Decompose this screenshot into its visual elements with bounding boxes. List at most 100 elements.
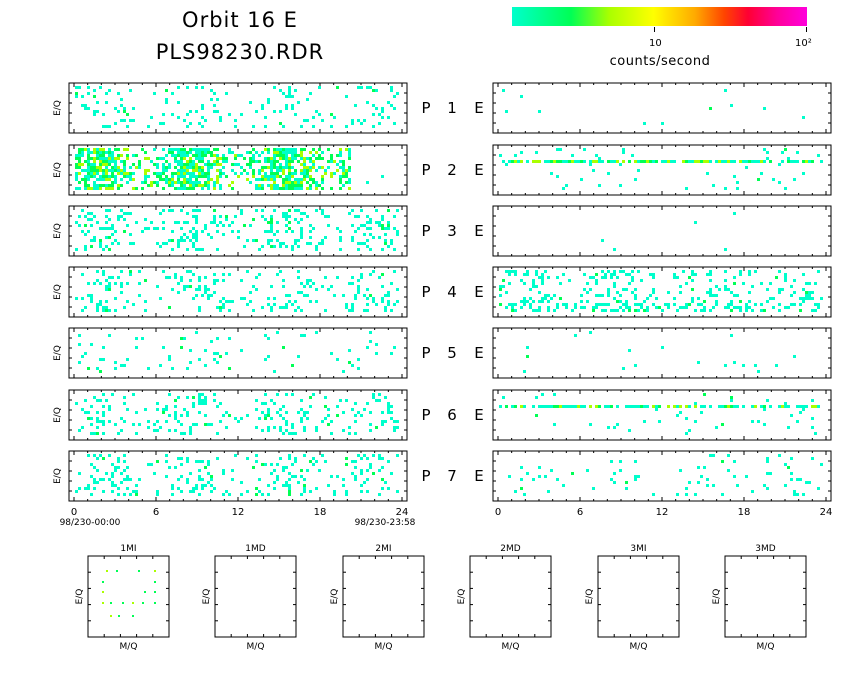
data-cell [763, 405, 766, 408]
data-cell [90, 172, 93, 175]
data-cell [252, 218, 255, 221]
data-cell [703, 309, 706, 312]
data-cell [535, 396, 538, 399]
data-cell [171, 288, 174, 291]
data-cell [769, 405, 772, 408]
data-cell [703, 405, 706, 408]
data-cell [99, 157, 102, 160]
data-cell [580, 300, 583, 303]
data-cell [342, 478, 345, 481]
data-cell [108, 163, 111, 166]
data-cell [102, 457, 105, 460]
data-cell [99, 175, 102, 178]
data-cell [198, 469, 201, 472]
data-cell [321, 166, 324, 169]
data-cell [291, 151, 294, 154]
data-cell [201, 230, 204, 233]
data-cell [204, 148, 207, 151]
data-cell [508, 270, 511, 273]
data-cell [216, 178, 219, 181]
data-cell [276, 411, 279, 414]
data-cell [222, 154, 225, 157]
data-cell [75, 175, 78, 178]
data-cell [189, 110, 192, 113]
data-cell [306, 169, 309, 172]
data-cell [294, 181, 297, 184]
data-cell [378, 224, 381, 227]
data-cell [207, 184, 210, 187]
data-cell [559, 405, 562, 408]
data-cell [345, 493, 348, 496]
data-cell [354, 294, 357, 297]
data-cell [384, 309, 387, 312]
data-cell [186, 178, 189, 181]
data-cell [336, 414, 339, 417]
data-cell [538, 291, 541, 294]
data-cell [676, 276, 679, 279]
data-cell [363, 233, 366, 236]
data-cell [180, 175, 183, 178]
data-cell [219, 119, 222, 122]
data-cell [117, 457, 120, 460]
data-cell [294, 432, 297, 435]
data-cell [213, 110, 216, 113]
left-ylabel-5: E/Q [53, 345, 63, 361]
data-cell [291, 148, 294, 151]
data-cell [126, 154, 129, 157]
data-cell [685, 187, 688, 190]
data-cell [126, 148, 129, 151]
data-cell [201, 172, 204, 175]
data-cell [562, 187, 565, 190]
data-cell [724, 187, 727, 190]
data-cell [117, 242, 120, 245]
data-cell [132, 303, 135, 306]
data-cell [204, 151, 207, 154]
right-panel-pixels-3 [601, 212, 736, 251]
data-cell [255, 151, 258, 154]
data-cell [526, 472, 529, 475]
data-cell [270, 184, 273, 187]
data-cell [99, 282, 102, 285]
data-cell [96, 148, 99, 151]
data-cell [285, 423, 288, 426]
data-cell [93, 466, 96, 469]
data-cell [357, 242, 360, 245]
data-cell [144, 408, 147, 411]
data-cell [559, 282, 562, 285]
data-cell [93, 169, 96, 172]
data-cell [246, 270, 249, 273]
data-cell [598, 294, 601, 297]
data-cell [144, 279, 147, 282]
data-cell [186, 166, 189, 169]
data-cell [216, 224, 219, 227]
data-cell [126, 113, 129, 116]
data-cell [198, 248, 201, 251]
data-cell [105, 157, 108, 160]
data-cell [676, 414, 679, 417]
data-cell [207, 472, 210, 475]
panel-letter-6: P [421, 406, 430, 424]
data-cell [162, 122, 165, 125]
data-cell [766, 399, 769, 402]
data-cell [541, 393, 544, 396]
data-cell [255, 209, 258, 212]
data-cell [613, 282, 616, 285]
data-cell [165, 166, 168, 169]
data-cell [120, 429, 123, 432]
data-cell [300, 187, 303, 190]
data-cell [108, 309, 111, 312]
data-cell [393, 227, 396, 230]
data-cell [204, 414, 207, 417]
left-ylabel-2: E/Q [53, 162, 63, 178]
data-cell [814, 309, 817, 312]
data-cell [601, 303, 604, 306]
data-cell [523, 297, 526, 300]
data-cell [793, 355, 796, 358]
data-cell [354, 297, 357, 300]
data-cell [499, 285, 502, 288]
data-cell [655, 405, 658, 408]
data-cell [544, 297, 547, 300]
data-cell [279, 122, 282, 125]
data-cell [390, 309, 393, 312]
data-cell [760, 303, 763, 306]
